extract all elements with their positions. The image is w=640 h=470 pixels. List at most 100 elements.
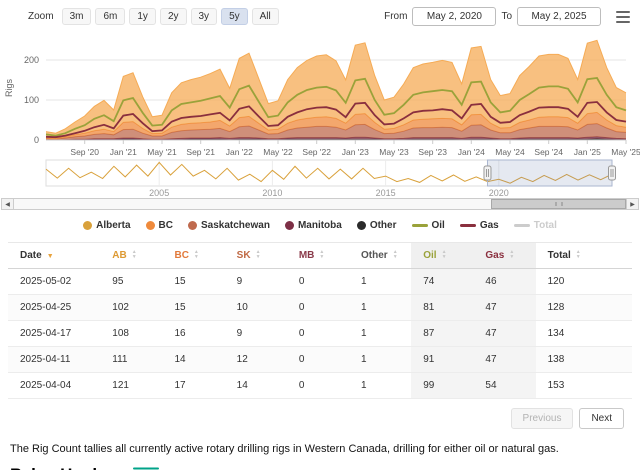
cell-bc: 15 <box>162 268 225 295</box>
sort-icons: ▲ ▼ <box>319 249 325 261</box>
x-axis-tick-label: May '22 <box>263 147 293 157</box>
cell-sk: 9 <box>224 320 287 347</box>
chart-navigator[interactable]: 2005 2010 2015 2020 <box>0 158 640 198</box>
zoom-button-5y[interactable]: 5y <box>221 8 248 25</box>
chart-scrollbar[interactable]: ◀ ▶ <box>1 198 639 210</box>
cell-mb: 0 <box>286 346 350 373</box>
x-axis-tick-label: Jan '25 <box>574 147 601 157</box>
column-header-label: Other <box>361 250 388 261</box>
area-edge-alberta <box>45 39 627 134</box>
table-row[interactable]: 2025-04-04 121 17 14 0 1 99 54 153 <box>8 372 632 399</box>
x-axis-tick-label: Jan '22 <box>226 147 253 157</box>
x-axis-tick-label: Sep '22 <box>302 147 331 157</box>
cell-other: 1 <box>349 320 412 347</box>
cell-other: 1 <box>349 346 412 373</box>
scrollbar-track[interactable] <box>14 198 626 210</box>
sort-icons: ▲ ▼ <box>131 249 137 261</box>
sort-icons: ▲ ▼ <box>255 249 261 261</box>
cell-sk: 9 <box>224 268 287 295</box>
table-row[interactable]: 2025-04-17 108 16 9 0 1 87 47 134 <box>8 320 632 347</box>
legend-item-saskatchewan[interactable]: Saskatchewan <box>188 220 270 231</box>
table-row[interactable]: 2025-04-11 111 14 12 0 1 91 47 138 <box>8 346 632 373</box>
zoom-button-1y[interactable]: 1y <box>129 8 156 25</box>
area-series-alberta[interactable] <box>46 40 626 139</box>
scrollbar-left-arrow-icon[interactable]: ◀ <box>1 198 14 210</box>
cell-total: 120 <box>535 268 632 295</box>
navigator-handle-left[interactable] <box>483 165 492 181</box>
legend-item-manitoba[interactable]: Manitoba <box>284 220 342 231</box>
legend-dot-alberta-icon <box>83 220 93 230</box>
x-axis-tick-label: Sep '24 <box>534 147 563 157</box>
area-series-saskatchewan[interactable] <box>46 123 626 140</box>
y-axis-tick-label: 0 <box>34 135 39 145</box>
navigator-series <box>45 161 613 184</box>
rig-count-chart[interactable]: 0 100 200 Sep '20 Jan '21 May '21 Sep '21 Jan '… <box>0 28 640 158</box>
column-header-oil[interactable]: Oil ▲ ▼ <box>411 242 474 269</box>
column-header-gas[interactable]: Gas ▲ ▼ <box>473 242 536 269</box>
zoom-button-6m[interactable]: 6m <box>95 8 126 25</box>
line-series-gas[interactable] <box>45 101 627 139</box>
cell-date: 2025-04-17 <box>8 320 101 347</box>
previous-page-button[interactable]: Previous <box>510 408 574 429</box>
zoom-button-3y[interactable]: 3y <box>190 8 218 25</box>
line-series-oil[interactable] <box>45 77 627 137</box>
cell-gas: 47 <box>473 294 536 321</box>
rig-count-description: The Rig Count tallies all currently acti… <box>10 443 559 455</box>
zoom-button-3m[interactable]: 3m <box>61 8 92 25</box>
to-date-input[interactable] <box>517 7 601 26</box>
cell-ab: 108 <box>100 320 163 347</box>
zoom-buttons: 3m 6m 1y 2y 3y 5y All <box>61 8 279 25</box>
x-axis-tick-label: Sep '23 <box>418 147 447 157</box>
legend-item-oil[interactable]: Oil <box>411 220 445 231</box>
table-row[interactable]: 2025-04-25 102 15 10 0 1 81 47 128 <box>8 294 632 321</box>
scrollbar-right-arrow-icon[interactable]: ▶ <box>626 198 639 210</box>
x-axis-tick-label: May '21 <box>147 147 177 157</box>
next-page-button[interactable]: Next <box>579 408 624 429</box>
cell-sk: 10 <box>224 294 287 321</box>
x-axis-tick-label: Sep '21 <box>186 147 215 157</box>
column-header-total[interactable]: Total ▲ ▼ <box>535 242 632 269</box>
column-header-mb[interactable]: MB ▲ ▼ <box>286 242 350 269</box>
legend-dot-manitoba-icon <box>284 220 294 230</box>
column-header-sk[interactable]: SK ▲ ▼ <box>224 242 287 269</box>
legend-dot-bc-icon <box>145 220 155 230</box>
cell-bc: 17 <box>162 372 225 399</box>
cell-other: 1 <box>349 372 412 399</box>
column-header-bc[interactable]: BC ▲ ▼ <box>162 242 225 269</box>
cell-mb: 0 <box>286 320 350 347</box>
legend-line-gas-icon <box>459 223 476 227</box>
column-header-ab[interactable]: AB ▲ ▼ <box>100 242 163 269</box>
cell-total: 134 <box>535 320 632 347</box>
chart-menu-icon[interactable] <box>614 9 632 25</box>
y-axis-tick-label: 200 <box>24 55 39 65</box>
cell-oil: 81 <box>411 294 474 321</box>
navigator-selection[interactable] <box>486 159 613 187</box>
x-axis-tick-label: Sep '20 <box>70 147 99 157</box>
legend-item-other[interactable]: Other <box>356 219 397 231</box>
from-date-input[interactable] <box>412 7 497 26</box>
cell-total: 153 <box>535 372 632 399</box>
legend-item-gas[interactable]: Gas <box>459 220 499 231</box>
legend-label: Saskatchewan <box>201 219 270 231</box>
cell-gas: 54 <box>473 372 536 399</box>
legend-label: Other <box>369 219 397 231</box>
zoom-button-all[interactable]: All <box>251 8 279 25</box>
zoom-button-2y[interactable]: 2y <box>159 8 187 25</box>
cell-bc: 16 <box>162 320 225 347</box>
column-header-other[interactable]: Other ▲ ▼ <box>349 242 412 269</box>
column-header-date[interactable]: Date ▼ <box>8 242 101 269</box>
sort-icons: ▲ ▼ <box>193 249 199 261</box>
pagination: Previous Next <box>16 408 624 429</box>
navigator-frame <box>45 159 613 187</box>
legend-item-total[interactable]: Total <box>513 220 557 231</box>
legend-item-bc[interactable]: BC <box>145 220 173 231</box>
table-row[interactable]: 2025-05-02 95 15 9 0 1 74 46 120 <box>8 268 632 295</box>
scrollbar-thumb[interactable] <box>491 199 626 209</box>
navigator-handle-right[interactable] <box>608 165 616 181</box>
cell-date: 2025-04-25 <box>8 294 101 321</box>
x-axis-tick-label: May '25 <box>611 147 640 157</box>
cell-date: 2025-04-11 <box>8 346 101 373</box>
legend-item-alberta[interactable]: Alberta <box>83 220 131 231</box>
table-header-row: Date ▼ AB ▲ ▼ BC ▲ ▼ SK ▲ ▼ MB ▲ ▼ Other ▲ ▼ Oil ▲ ▼ Gas ▲ ▼ To… <box>8 242 632 269</box>
area-series-bc[interactable] <box>46 112 626 140</box>
